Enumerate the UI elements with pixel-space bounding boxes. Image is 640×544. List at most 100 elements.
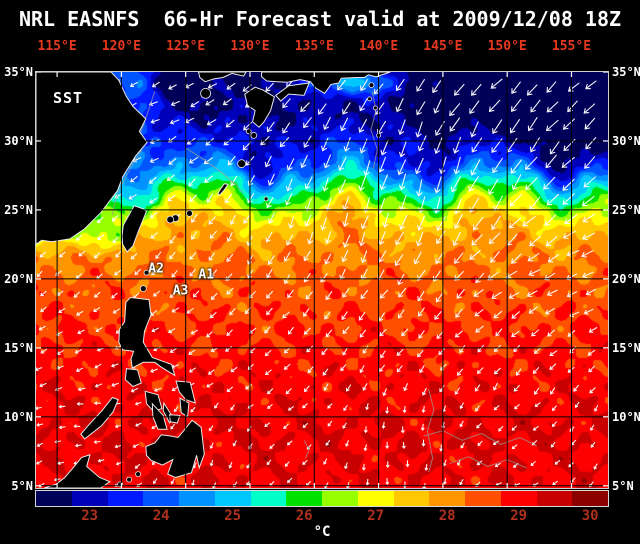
wind-vector (97, 234, 105, 241)
wind-vector (550, 441, 556, 448)
wind-vector (583, 103, 596, 114)
wind-vector (588, 365, 595, 373)
wind-vector (491, 291, 502, 300)
wind-vector (283, 347, 291, 354)
colorbar-segment (107, 491, 144, 506)
wind-vector (114, 444, 122, 449)
wind-vector (414, 157, 424, 175)
lat-tick-label: 25°N (612, 202, 640, 217)
wind-vector (342, 422, 347, 429)
wind-vector (583, 308, 594, 315)
wind-vector (324, 311, 331, 320)
colorbar-tick-label: 24 (152, 508, 170, 524)
wind-vector (226, 253, 234, 263)
wind-vector (303, 135, 312, 148)
land-korea (197, 72, 247, 83)
wind-vector (424, 463, 429, 472)
wind-vector (477, 344, 484, 353)
wind-vector (581, 232, 596, 241)
wind-vector (396, 365, 403, 373)
wind-vector (459, 420, 464, 428)
wind-vector (267, 255, 275, 265)
wind-vector (128, 194, 137, 200)
lat-tick-label: 35°N (612, 65, 640, 79)
wind-vector (533, 347, 542, 355)
wind-vector (452, 231, 461, 247)
graticule (36, 72, 608, 488)
wind-vector (456, 368, 464, 376)
wind-vector (342, 212, 349, 228)
wind-vector (342, 102, 351, 115)
wind-vector (449, 103, 461, 117)
wind-vector (169, 119, 180, 125)
wind-vector (584, 156, 596, 169)
wind-vector (230, 175, 238, 187)
wind-vector (322, 368, 329, 376)
wind-vector (318, 103, 327, 115)
wind-vector (170, 423, 175, 430)
wind-vector (206, 382, 214, 388)
wind-vector (77, 329, 85, 335)
wind-vector (546, 101, 559, 113)
colorbar-segment (465, 491, 501, 506)
wind-vector (150, 119, 160, 124)
wind-vector (114, 269, 122, 276)
wind-vector (268, 212, 275, 224)
colorbar-segment (572, 491, 608, 506)
lat-tick-label: 10°N (612, 409, 640, 424)
wind-vector (286, 440, 293, 446)
wind-vector (226, 329, 233, 336)
wind-vector (73, 424, 81, 428)
wind-vector (493, 367, 501, 375)
wind-vector (585, 288, 596, 296)
wind-vector (360, 268, 368, 281)
wind-vector (443, 477, 447, 485)
wind-vector (76, 310, 84, 316)
wind-vector (171, 307, 180, 313)
wind-vector (474, 309, 484, 317)
island (372, 105, 378, 111)
wind-vector (153, 478, 158, 485)
wind-vector (453, 198, 462, 215)
wind-vector (436, 216, 446, 232)
wind-vector (459, 402, 464, 410)
wind-vector (73, 291, 80, 298)
wind-vector (264, 349, 272, 357)
wind-vector (582, 213, 596, 223)
wind-vector (210, 347, 219, 353)
wind-vector (492, 157, 503, 174)
wind-vector (226, 287, 234, 295)
land-mindoro (124, 368, 142, 388)
wind-vector (340, 364, 347, 372)
colorbar-segment (36, 491, 72, 506)
wind-vector (93, 307, 101, 313)
wind-vector (264, 369, 272, 375)
wind-vector (417, 215, 426, 231)
wind-vector (363, 426, 368, 434)
wind-vector (398, 287, 407, 298)
wind-vector (564, 214, 578, 225)
wind-vector (340, 117, 349, 132)
wind-vector (474, 384, 481, 392)
wind-vector (588, 326, 598, 333)
wind-vector (167, 328, 176, 334)
bathymetry-contour (185, 147, 244, 194)
wind-vector (529, 137, 540, 153)
wind-vector (439, 156, 447, 175)
wind-vector (562, 230, 576, 239)
land-mindanao (145, 419, 205, 479)
island (143, 269, 150, 276)
wind-vector (385, 478, 390, 486)
wind-vector (155, 251, 162, 260)
wind-vector (594, 405, 599, 412)
wind-vector (168, 84, 177, 90)
colorbar-tick-label: 26 (295, 508, 313, 524)
colorbar-ticks: 23 24 25 26 27 28 29 30 (36, 508, 608, 524)
plot-title: NRL EASNFS 66-Hr Forecast valid at 2009/… (18, 7, 622, 31)
wind-vector (359, 365, 365, 374)
wind-vector (379, 328, 387, 337)
wind-vector (282, 98, 291, 109)
wind-vector (279, 137, 290, 148)
lat-tick-label: 10°N (4, 409, 33, 424)
wind-vector (435, 251, 445, 264)
